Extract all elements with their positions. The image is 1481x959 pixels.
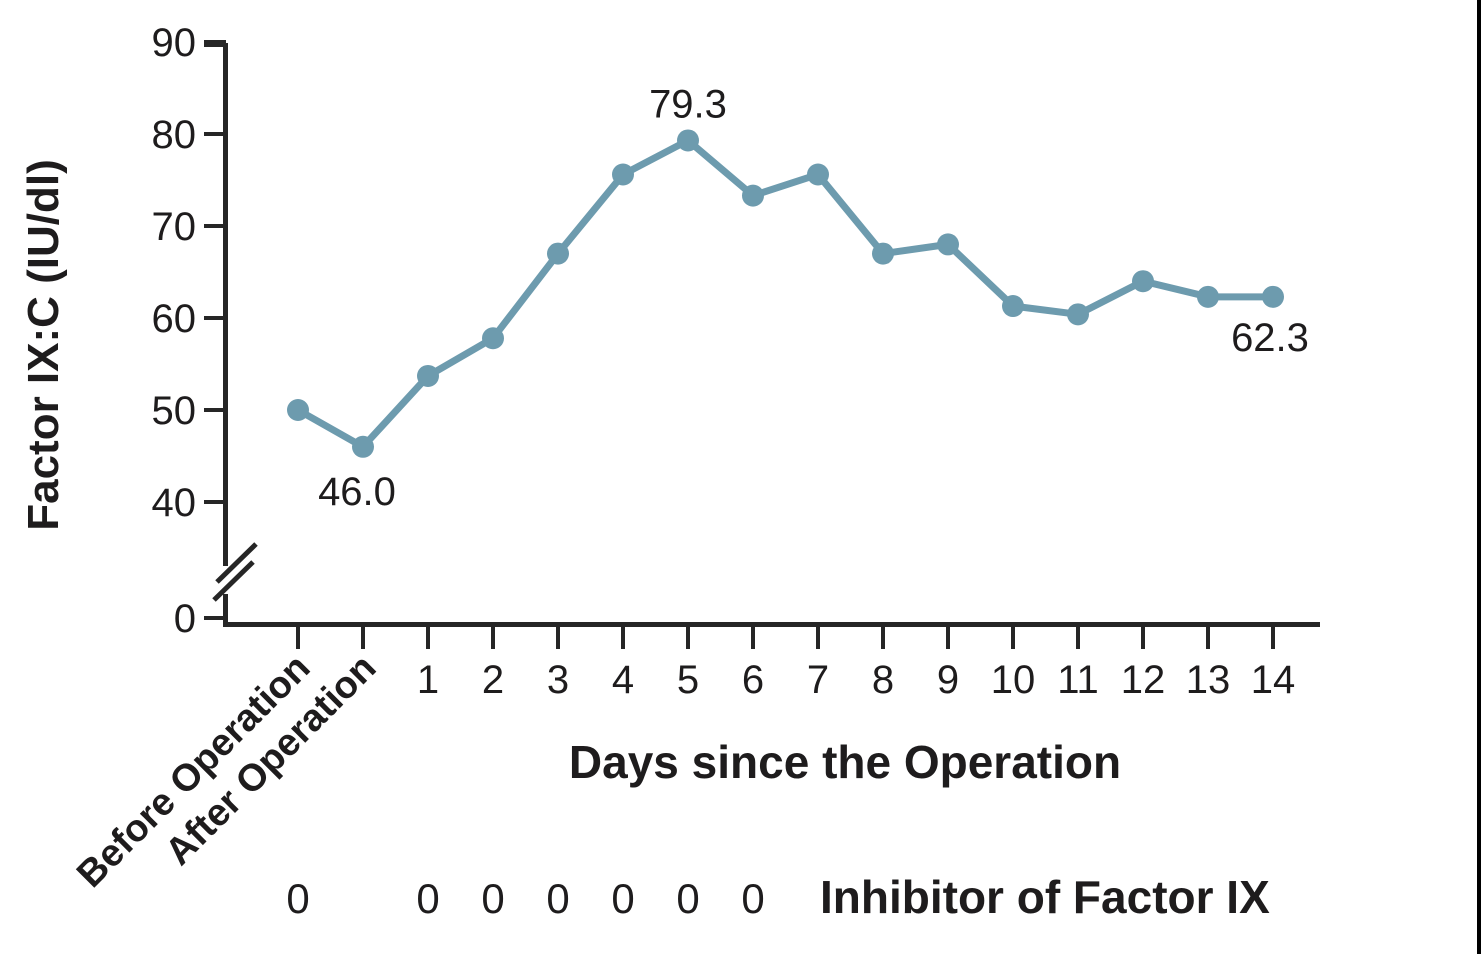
x-tick-label: 11 xyxy=(1057,658,1099,702)
y-tick-label: 60 xyxy=(152,297,197,341)
inhibitor-label: Inhibitor of Factor IX xyxy=(820,871,1270,923)
y-axis-ticks: 90 80 70 60 50 40 0 xyxy=(152,21,226,641)
x-tick-label: 4 xyxy=(612,658,634,702)
x-tick-label: 9 xyxy=(937,658,959,702)
y-tick-label: 40 xyxy=(152,481,197,525)
inhibitor-zero: 0 xyxy=(286,875,309,922)
x-tick-label: 7 xyxy=(807,658,829,702)
series-line xyxy=(294,136,1277,451)
x-axis-ticks: 1 2 3 4 5 6 7 8 9 10 11 12 13 14 xyxy=(296,627,1296,702)
inhibitor-zero: 0 xyxy=(611,875,634,922)
y-axis-label: Factor IX:C (IU/dl) xyxy=(19,159,68,531)
data-point xyxy=(417,364,439,387)
data-point xyxy=(287,399,309,421)
x-tick-label: 1 xyxy=(417,658,439,702)
x-tick-label: 10 xyxy=(991,658,1036,702)
x-tick-label: 5 xyxy=(677,658,699,702)
y-tick-label: 80 xyxy=(152,113,197,157)
data-point xyxy=(807,163,829,186)
data-point xyxy=(612,163,634,186)
inhibitor-zero: 0 xyxy=(416,875,439,922)
series-group xyxy=(287,129,1284,458)
data-point xyxy=(547,242,569,265)
y-tick-label: 90 xyxy=(152,21,197,65)
x-tick-label: 13 xyxy=(1186,658,1231,702)
inhibitor-zero: 0 xyxy=(481,875,504,922)
inhibitor-zero: 0 xyxy=(546,875,569,922)
x-tick-label: 12 xyxy=(1121,658,1166,702)
right-edge-border xyxy=(1477,0,1481,954)
data-point xyxy=(872,242,894,265)
axis-break-slash-2 xyxy=(212,560,255,602)
x-tick-label: 14 xyxy=(1251,658,1296,702)
y-tick-label: 50 xyxy=(152,389,197,433)
x-tick-label: 3 xyxy=(547,658,569,702)
inhibitor-zero: 0 xyxy=(676,875,699,922)
data-point xyxy=(742,184,764,207)
data-point xyxy=(1067,303,1089,326)
x-tick-label: 6 xyxy=(742,658,764,702)
point-value-label: 79.3 xyxy=(649,82,727,126)
data-point xyxy=(1262,285,1284,308)
x-tick-label: 2 xyxy=(482,658,504,702)
point-value-label: 46.0 xyxy=(318,470,396,514)
inhibitor-zero: 0 xyxy=(741,875,764,922)
y-axis xyxy=(204,43,258,627)
data-point xyxy=(1002,295,1024,318)
x-tick-label: 8 xyxy=(872,658,894,702)
y-tick-label: 0 xyxy=(174,597,196,641)
axis-break-slash-1 xyxy=(215,542,258,584)
data-point xyxy=(482,327,504,350)
data-point xyxy=(677,129,699,152)
annotations-group: 46.0 79.3 62.3 xyxy=(318,82,1309,513)
x-axis-label: Days since the Operation xyxy=(569,736,1121,788)
data-point xyxy=(1132,270,1154,293)
point-value-label: 62.3 xyxy=(1231,316,1309,360)
y-tick-label: 70 xyxy=(152,205,197,249)
data-point xyxy=(937,233,959,256)
data-point xyxy=(1197,285,1219,308)
data-point xyxy=(352,435,374,458)
